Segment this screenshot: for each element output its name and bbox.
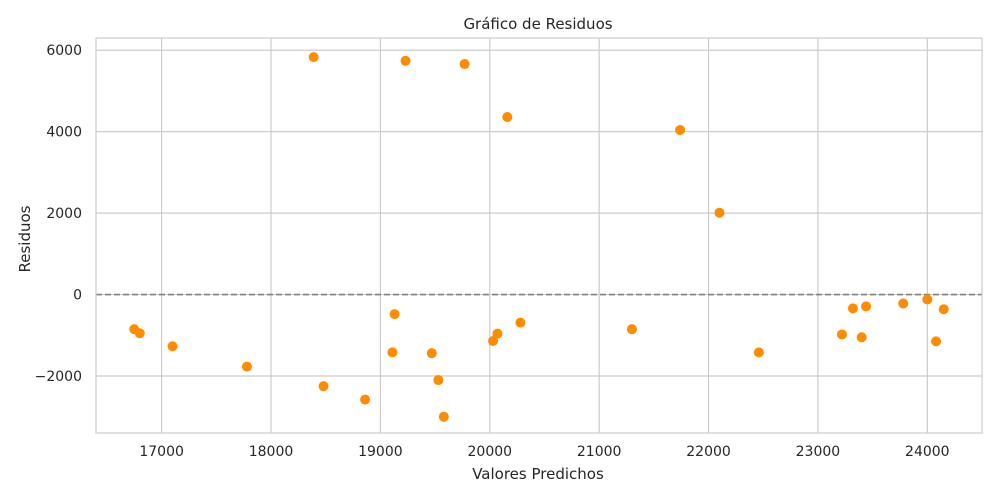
scatter-point [753,347,764,358]
scatter-point [318,381,329,392]
x-tick-label: 18000 [249,444,294,460]
scatter-point [898,298,909,309]
scatter-point [241,361,252,372]
scatter-point [488,335,499,346]
y-tick-label: −2000 [35,369,82,385]
y-axis-label: Residuos [16,205,34,272]
y-tick-label: 0 [73,288,82,304]
scatter-point [308,52,319,63]
scatter-point [675,125,686,136]
scatter-point [389,309,400,320]
scatter-point [515,317,526,328]
scatter-point [922,294,933,305]
x-tick-label: 21000 [577,444,622,460]
scatter-point [134,328,145,339]
chart-title: Gráfico de Residuos [463,15,612,33]
x-tick-label: 24000 [905,444,950,460]
x-axis-ticks: 17000 18000 19000 20000 21000 22000 23000 24000 [139,444,949,460]
plot-area-frame [95,37,983,434]
x-tick-label: 22000 [686,444,731,460]
data-points [129,52,949,422]
scatter-point [438,411,449,422]
scatter-point [856,332,867,343]
scatter-point [931,336,942,347]
scatter-point [861,301,872,312]
x-tick-label: 20000 [468,444,513,460]
grid-lines [96,38,982,433]
y-tick-label: 2000 [46,206,82,222]
scatter-point [836,329,847,340]
scatter-point [433,375,444,386]
scatter-point [502,112,513,122]
scatter-point [938,304,949,315]
x-axis-label: Valores Predichos [472,465,604,483]
y-tick-label: 4000 [46,125,82,141]
y-axis-ticks: −2000 0 2000 4000 6000 [35,43,82,385]
scatter-point [426,348,437,359]
x-tick-label: 19000 [358,444,403,460]
scatter-point [714,207,725,218]
scatter-point [387,347,398,358]
x-tick-label: 23000 [796,444,841,460]
scatter-point [626,324,637,335]
scatter-point [492,328,503,339]
scatter-point [400,55,411,66]
scatter-point [847,303,858,314]
scatter-point [167,341,178,352]
x-tick-label: 17000 [139,444,184,460]
y-tick-label: 6000 [46,43,82,59]
scatter-point [459,59,470,70]
scatter-point [360,394,371,405]
